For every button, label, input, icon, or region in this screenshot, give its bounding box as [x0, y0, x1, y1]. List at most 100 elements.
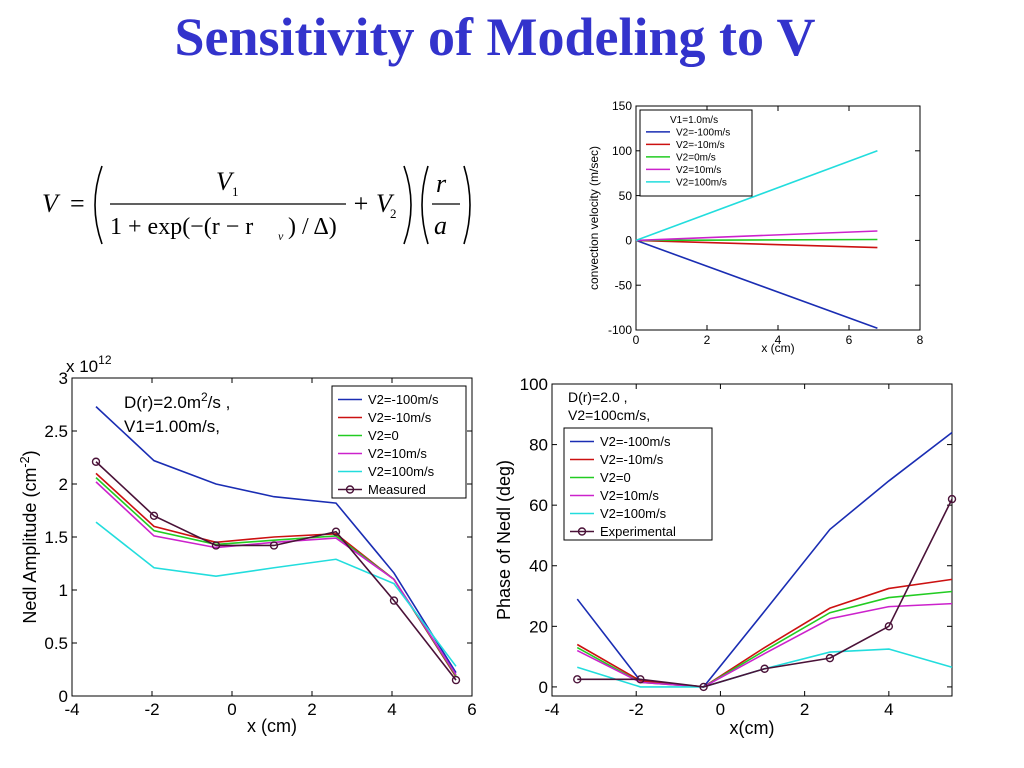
legend-box: [563, 427, 713, 541]
y-axis-label-text: convection velocity (m/sec): [587, 146, 601, 290]
legend-item: V2=-10m/s: [676, 140, 725, 151]
y-tick-label: 3: [59, 369, 68, 388]
legend-box: [331, 385, 467, 499]
annotation-sup: 2: [201, 390, 208, 404]
x-axis-label: x(cm): [730, 718, 775, 738]
data-point-marker: [331, 527, 341, 536]
formula-numerator: V: [216, 167, 235, 196]
x-tick-label: 6: [467, 700, 476, 719]
legend-item: V2=10m/s: [368, 446, 427, 461]
legend-item: V2=10m/s: [676, 165, 721, 176]
x-tick-label: 4: [775, 333, 782, 347]
formula-plus-v2-sub: 2: [390, 206, 397, 221]
formula-denominator-sub: v: [278, 229, 284, 243]
y-axis-label: Nedl Amplitude (cm-2): [18, 450, 40, 623]
x-tick-label: 0: [227, 700, 236, 719]
x-tick-label: 2: [704, 333, 711, 347]
x-tick-label: 2: [307, 700, 316, 719]
y-tick-label: 100: [612, 144, 632, 158]
series-line-3: [635, 238, 878, 242]
legend-item: V2=-100m/s: [368, 392, 439, 407]
x-tick-label: -4: [544, 700, 559, 719]
y-tick-label: 1.5: [44, 528, 68, 547]
formula-plus-v2: + V: [352, 189, 395, 218]
x-tick-label: 4: [884, 700, 893, 719]
y-tick-label: 50: [619, 189, 633, 203]
legend-item: V2=-100m/s: [600, 434, 671, 449]
annotation-end: /s ,: [208, 393, 231, 412]
y-axis-label-sup: -2: [18, 456, 32, 467]
data-point-marker: [91, 457, 101, 466]
data-point-marker: [636, 675, 645, 684]
data-point-marker: [947, 494, 957, 504]
y-tick-label: -50: [615, 278, 633, 292]
x-tick-label: -4: [64, 700, 79, 719]
x-tick-label: -2: [629, 700, 644, 719]
y-axis-label: convection velocity (m/sec): [587, 146, 601, 290]
amplitude-annotation-line1: D(r)=2.0m2/s ,: [124, 390, 230, 412]
x-tick-label: 6: [846, 333, 853, 347]
y-tick-label: 60: [529, 496, 548, 515]
legend-title: V1=1.0m/s: [670, 115, 718, 126]
legend-item: Experimental: [600, 524, 676, 539]
y-axis-label-text: Nedl Amplitude (cm: [20, 468, 40, 624]
legend-item: V2=0: [600, 470, 631, 485]
phase-annotation-line2: V2=100cm/s,: [568, 407, 650, 423]
formula-numerator-sub: 1: [232, 184, 239, 199]
x-tick-label: 8: [917, 333, 924, 347]
data-point-marker: [269, 541, 279, 550]
slide-title: Sensitivity of Modeling to V: [174, 7, 816, 67]
series-line-1: [95, 406, 457, 674]
legend-item: V2=10m/s: [600, 488, 659, 503]
x-tick-label: 0: [716, 700, 725, 719]
y-tick-label: 2.5: [44, 422, 68, 441]
legend-item: V2=0: [368, 428, 399, 443]
exponent-base: x 10: [66, 357, 98, 376]
x-axis-label: x (cm): [247, 716, 297, 736]
legend-marker: [345, 485, 355, 494]
data-point-marker: [884, 622, 894, 631]
legend-item: V2=100m/s: [600, 506, 667, 521]
y-axis-label-text: Phase of Nedl (deg): [494, 460, 514, 620]
data-point-marker: [451, 675, 461, 685]
series-line-6: [577, 498, 953, 688]
y-tick-label: 1: [59, 581, 68, 600]
y-tick-label: 0: [625, 234, 632, 248]
data-point-marker: [573, 675, 582, 684]
y-exponent-label: x 1012: [66, 353, 112, 376]
formula-lhs: V: [42, 189, 61, 218]
amplitude-annotation-line2: V1=1.00m/s,: [124, 417, 220, 436]
x-tick-label: 4: [387, 700, 396, 719]
formula-ratio-top: r: [436, 169, 447, 198]
legend-item: V2=-10m/s: [368, 410, 432, 425]
legend-item: Measured: [368, 482, 426, 497]
y-axis-label: Phase of Nedl (deg): [494, 460, 514, 620]
y-tick-label: 0: [59, 687, 68, 706]
data-point-marker: [149, 511, 159, 521]
legend-marker: [577, 527, 587, 536]
velocity-formula: V = V 1 1 + exp(−(r − r v ) / Δ) + V 2 r…: [42, 165, 471, 245]
nedl-amplitude-chart: -4 -2 0 2 4 6 0 0.5 1 1.5 2 2.5 3 x (cm) Nedl Amplitud…: [18, 353, 477, 736]
data-point-marker: [389, 596, 399, 605]
y-tick-label: 80: [529, 436, 548, 455]
y-tick-label: 0: [539, 678, 548, 697]
convection-velocity-chart: 0 2 4 6 8 -100 -50 0 50 100 150 x (cm) convection ve…: [587, 99, 924, 355]
x-axis-label: x (cm): [761, 341, 794, 355]
series-line-2: [635, 239, 878, 249]
series-line-2: [576, 578, 953, 688]
annotation-text: D(r)=2.0m: [124, 393, 201, 412]
y-tick-label: 2: [59, 475, 68, 494]
y-tick-label: 0.5: [44, 634, 68, 653]
series-line-4: [635, 230, 878, 242]
phase-annotation-line1: D(r)=2.0 ,: [568, 389, 628, 405]
formula-equals: =: [70, 189, 85, 218]
formula-denominator-rest: ) / Δ): [288, 214, 337, 240]
y-tick-label: 150: [612, 99, 632, 113]
legend-item: V2=100m/s: [676, 177, 727, 188]
exponent-power: 12: [98, 353, 112, 367]
series-line-5: [635, 150, 878, 242]
series-line-1: [635, 239, 878, 329]
legend-item: V2=100m/s: [368, 464, 435, 479]
legend-item: V2=-10m/s: [600, 452, 664, 467]
